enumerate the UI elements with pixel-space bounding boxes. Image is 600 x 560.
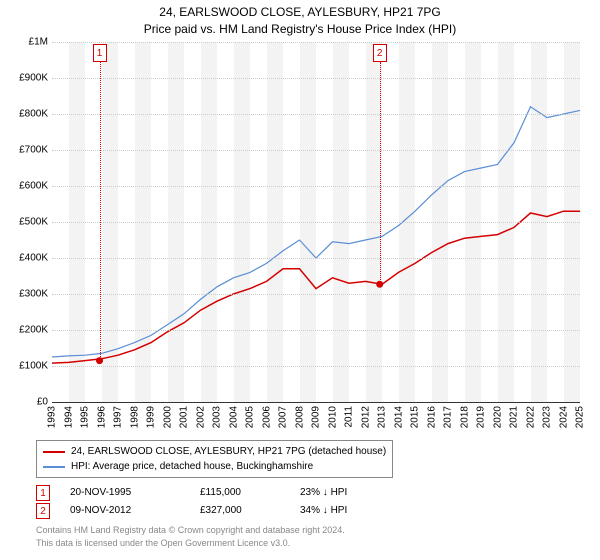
hpi-line xyxy=(52,107,580,357)
xaxis-tick-label: 2008 xyxy=(294,406,305,428)
xaxis-tick-label: 2011 xyxy=(344,406,355,428)
gridline-h xyxy=(52,186,580,187)
title-line1: 24, EARLSWOOD CLOSE, AYLESBURY, HP21 7PG xyxy=(0,4,600,21)
xaxis-tick-label: 2013 xyxy=(377,406,388,428)
xaxis-tick-label: 2012 xyxy=(360,406,371,428)
xaxis-tick-label: 2006 xyxy=(261,406,272,428)
sales-row: 1 20-NOV-1995 £115,000 23% ↓ HPI xyxy=(36,484,576,502)
gridline-h xyxy=(52,78,580,79)
xaxis-tick-label: 2002 xyxy=(195,406,206,428)
xaxis-tick-label: 1996 xyxy=(96,406,107,428)
title-line2: Price paid vs. HM Land Registry's House … xyxy=(0,21,600,38)
gridline-h xyxy=(52,42,580,43)
sales-marker: 1 xyxy=(36,485,50,501)
gridline-h xyxy=(52,366,580,367)
yaxis-tick-label: £100K xyxy=(19,361,48,372)
xaxis-tick-label: 1995 xyxy=(80,406,91,428)
xaxis-tick-label: 2025 xyxy=(575,406,586,428)
legend-box: 24, EARLSWOOD CLOSE, AYLESBURY, HP21 7PG… xyxy=(36,440,393,478)
sales-marker: 2 xyxy=(36,503,50,519)
yaxis-tick-label: £700K xyxy=(19,145,48,156)
xaxis-tick-label: 2014 xyxy=(393,406,404,428)
yaxis-tick-label: £400K xyxy=(19,253,48,264)
sale-marker-line xyxy=(100,62,101,361)
sale-marker-line xyxy=(380,62,381,284)
yaxis-tick-label: £800K xyxy=(19,109,48,120)
xaxis-tick-label: 2018 xyxy=(459,406,470,428)
xaxis-tick-label: 2017 xyxy=(443,406,454,428)
legend-row: HPI: Average price, detached house, Buck… xyxy=(43,459,386,474)
sale-marker-box: 2 xyxy=(373,44,387,62)
chart-plot-area: £0£100K£200K£300K£400K£500K£600K£700K£80… xyxy=(52,42,580,402)
sales-price: £327,000 xyxy=(200,502,280,520)
xaxis-tick-label: 2015 xyxy=(410,406,421,428)
sales-delta: 34% ↓ HPI xyxy=(300,502,347,520)
legend-and-table: 24, EARLSWOOD CLOSE, AYLESBURY, HP21 7PG… xyxy=(36,440,576,549)
sales-table: 1 20-NOV-1995 £115,000 23% ↓ HPI 2 09-NOV-201… xyxy=(36,484,576,520)
yaxis-tick-label: £500K xyxy=(19,217,48,228)
sale-marker-box: 1 xyxy=(93,44,107,62)
gridline-h xyxy=(52,114,580,115)
sales-delta: 23% ↓ HPI xyxy=(300,484,347,502)
xaxis-tick-label: 2021 xyxy=(509,406,520,428)
legend-swatch xyxy=(43,466,65,468)
gridline-h xyxy=(52,294,580,295)
legend-label: HPI: Average price, detached house, Buck… xyxy=(71,459,313,474)
sales-row: 2 09-NOV-2012 £327,000 34% ↓ HPI xyxy=(36,502,576,520)
xaxis-tick-label: 1998 xyxy=(129,406,140,428)
yaxis-tick-label: £300K xyxy=(19,289,48,300)
xaxis-tick-label: 2009 xyxy=(311,406,322,428)
yaxis-tick-label: £600K xyxy=(19,181,48,192)
xaxis-tick-label: 1997 xyxy=(113,406,124,428)
gridline-h xyxy=(52,150,580,151)
xaxis-tick-label: 2001 xyxy=(179,406,190,428)
xaxis-tick-label: 2020 xyxy=(492,406,503,428)
legend-label: 24, EARLSWOOD CLOSE, AYLESBURY, HP21 7PG… xyxy=(71,444,386,459)
xaxis-tick-label: 2024 xyxy=(558,406,569,428)
footnote-line2: This data is licensed under the Open Gov… xyxy=(36,537,576,550)
xaxis-tick-label: 2003 xyxy=(212,406,223,428)
chart-title: 24, EARLSWOOD CLOSE, AYLESBURY, HP21 7PG… xyxy=(0,0,600,38)
gridline-h xyxy=(52,222,580,223)
yaxis-tick-label: £200K xyxy=(19,325,48,336)
gridline-h xyxy=(52,258,580,259)
xaxis-tick-label: 2022 xyxy=(525,406,536,428)
legend-row: 24, EARLSWOOD CLOSE, AYLESBURY, HP21 7PG… xyxy=(43,444,386,459)
xaxis-tick-label: 1999 xyxy=(146,406,157,428)
xaxis-tick-label: 2023 xyxy=(542,406,553,428)
xaxis-tick-label: 2000 xyxy=(162,406,173,428)
footnote: Contains HM Land Registry data © Crown c… xyxy=(36,524,576,549)
gridline-h xyxy=(52,402,580,403)
chart-container: 24, EARLSWOOD CLOSE, AYLESBURY, HP21 7PG… xyxy=(0,0,600,560)
xaxis-tick-label: 1993 xyxy=(47,406,58,428)
footnote-line1: Contains HM Land Registry data © Crown c… xyxy=(36,524,576,537)
price-line xyxy=(52,211,580,363)
sales-price: £115,000 xyxy=(200,484,280,502)
legend-swatch xyxy=(43,451,65,453)
xaxis-tick-label: 2004 xyxy=(228,406,239,428)
sales-date: 20-NOV-1995 xyxy=(70,484,180,502)
xaxis-tick-label: 2005 xyxy=(245,406,256,428)
xaxis-tick-label: 2007 xyxy=(278,406,289,428)
yaxis-tick-label: £1M xyxy=(29,37,48,48)
sales-date: 09-NOV-2012 xyxy=(70,502,180,520)
gridline-h xyxy=(52,330,580,331)
xaxis-tick-label: 1994 xyxy=(63,406,74,428)
yaxis-tick-label: £900K xyxy=(19,73,48,84)
xaxis-tick-label: 2010 xyxy=(327,406,338,428)
xaxis-tick-label: 2016 xyxy=(426,406,437,428)
xaxis-tick-label: 2019 xyxy=(476,406,487,428)
